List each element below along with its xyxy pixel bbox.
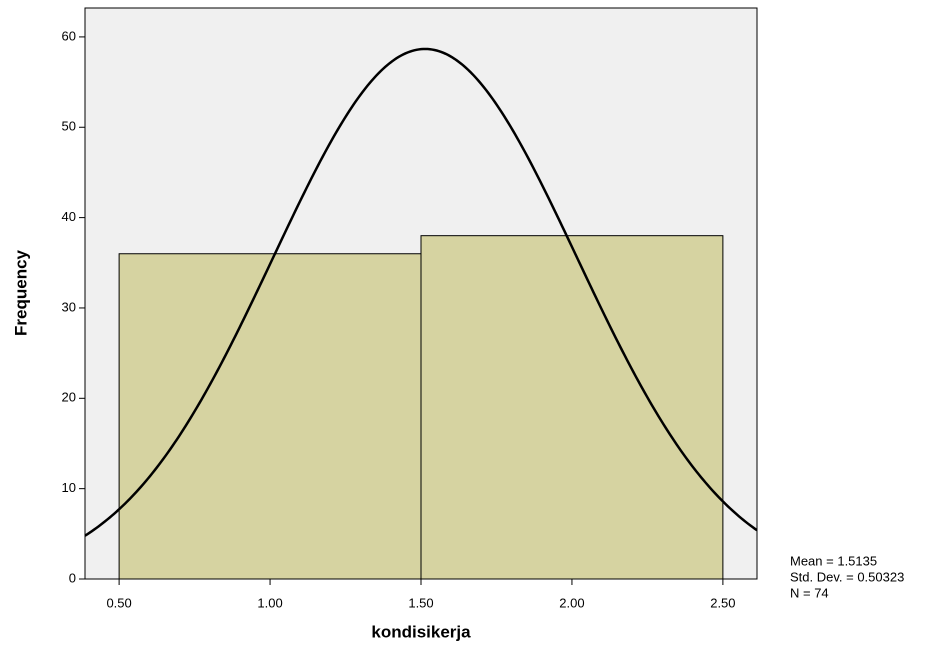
x-tick-label: 1.50 [408, 595, 433, 610]
bar [118, 253, 422, 580]
y-tick-label: 40 [62, 209, 76, 224]
stats-label: Std. Dev. = 0.50323 [790, 569, 904, 584]
x-tick-label: 2.50 [710, 595, 735, 610]
x-tick-label: 0.50 [106, 595, 131, 610]
y-tick-label: 50 [62, 119, 76, 134]
bar [420, 235, 724, 580]
x-tick-label: 2.00 [559, 595, 584, 610]
y-tick-label: 60 [62, 28, 76, 43]
y-tick-label: 10 [62, 480, 76, 495]
stats-label: N = 74 [790, 585, 829, 600]
y-tick-label: 0 [69, 570, 76, 585]
y-axis-title: Frequency [11, 249, 30, 336]
x-axis-title: kondisikerja [371, 622, 471, 641]
x-tick-label: 1.00 [257, 595, 282, 610]
y-tick-label: 30 [62, 299, 76, 314]
y-tick-label: 20 [62, 390, 76, 405]
stats-label: Mean = 1.5135 [790, 553, 877, 568]
normal-curve [85, 47, 757, 537]
